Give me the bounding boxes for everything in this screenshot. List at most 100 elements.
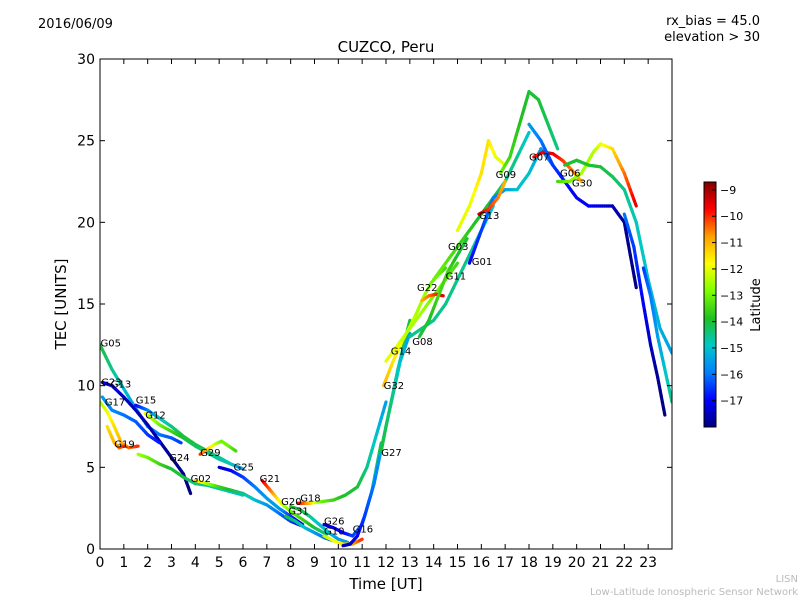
colorbar-tick-label: −11 — [720, 237, 743, 250]
series-G13b — [477, 179, 507, 216]
x-tick-label: 4 — [191, 555, 200, 571]
satellite-label: G07 — [529, 152, 549, 163]
series-G33 — [641, 266, 672, 404]
x-tick-label: 9 — [310, 555, 319, 571]
satellite-label: G10 — [324, 526, 344, 537]
series-segment — [374, 463, 380, 476]
satellite-label: G25 — [233, 463, 253, 474]
satellite-label: G26 — [324, 517, 344, 528]
x-tick-label: 15 — [449, 555, 467, 571]
x-tick-label: 6 — [239, 555, 248, 571]
satellite-label: G32 — [384, 381, 404, 392]
x-tick-label: 11 — [353, 555, 371, 571]
series-segment — [453, 261, 460, 268]
colorbar-tick-label: −9 — [720, 184, 736, 197]
series-segment — [638, 283, 644, 297]
x-tick-label: 19 — [544, 555, 562, 571]
series-segment — [635, 264, 641, 278]
series-segment — [525, 130, 531, 139]
x-tick-label: 20 — [568, 555, 586, 571]
series-segment — [662, 407, 667, 417]
series-G30 — [555, 142, 638, 208]
series-segment — [632, 275, 638, 290]
x-tick-label: 12 — [377, 555, 395, 571]
series-segment — [636, 230, 642, 243]
x-tick-label: 16 — [472, 555, 490, 571]
x-tick-label: 22 — [615, 555, 633, 571]
y-tick-label: 25 — [77, 134, 95, 150]
series-segment — [382, 400, 388, 410]
x-axis-label: Time [UT] — [348, 575, 422, 593]
series-segment — [634, 220, 640, 234]
series-G13 — [100, 380, 193, 496]
series-segment — [322, 531, 329, 536]
series-layer — [100, 90, 672, 548]
series-G23 — [100, 400, 140, 450]
y-tick-label: 20 — [77, 215, 95, 231]
footer-lisn: LISN — [775, 574, 798, 585]
series-segment — [640, 249, 646, 263]
series-G34 — [622, 212, 667, 417]
series-G28 — [563, 158, 672, 355]
series-G29 — [198, 439, 238, 456]
series-G18 — [296, 400, 388, 505]
satellite-label: G24 — [169, 453, 189, 464]
satellite-label: G08 — [412, 337, 432, 348]
satellite-label: G30 — [572, 178, 592, 189]
colorbar-tick-label: −17 — [720, 395, 743, 408]
x-tick-label: 5 — [215, 555, 224, 571]
colorbar-tick-label: −10 — [720, 210, 743, 223]
x-tick-label: 14 — [425, 555, 443, 571]
series-segment — [554, 143, 560, 151]
satellite-label: G22 — [417, 283, 437, 294]
satellite-label: G27 — [381, 448, 401, 459]
series-segment — [227, 461, 233, 466]
satellite-label: G17 — [105, 397, 125, 408]
series-segment — [644, 268, 650, 282]
x-tick-label: 23 — [639, 555, 657, 571]
plot-area — [100, 59, 672, 549]
series-segment — [624, 231, 630, 246]
x-tick-label: 17 — [496, 555, 514, 571]
series-segment — [638, 239, 644, 253]
series-segment — [187, 488, 193, 496]
satellite-label: G09 — [496, 170, 516, 181]
satellite-label: G20 — [281, 497, 301, 508]
chart-title: CUZCO, Peru — [338, 38, 435, 56]
satellite-label: G03 — [448, 242, 468, 253]
x-tick-label: 13 — [401, 555, 419, 571]
series-segment — [344, 540, 350, 545]
series-G06 — [527, 122, 638, 290]
series-segment — [640, 292, 646, 306]
series-segment — [502, 179, 507, 186]
series-G17 — [100, 395, 162, 445]
series-segment — [372, 472, 378, 486]
satellite-label: G12 — [145, 410, 165, 421]
series-segment — [632, 198, 638, 208]
satellite-label: G13 — [479, 211, 499, 222]
series-segment — [622, 220, 628, 235]
x-tick-label: 7 — [262, 555, 271, 571]
x-tick-label: 21 — [592, 555, 610, 571]
satellite-label: G05 — [100, 338, 120, 349]
x-tick-label: 18 — [520, 555, 538, 571]
satellite-label: G02 — [191, 474, 211, 485]
colorbar-tick-label: −14 — [720, 316, 743, 329]
date-label: 2016/06/09 — [38, 17, 113, 32]
series-segment — [578, 177, 584, 184]
x-tick-label: 0 — [96, 555, 105, 571]
satellite-label: G29 — [200, 448, 220, 459]
rx-bias-label: rx_bias = 45.0 — [666, 14, 760, 29]
colorbar-label: Latitude — [749, 278, 764, 332]
satellite-label: G31 — [288, 507, 308, 518]
series-G11 — [417, 237, 469, 339]
series-segment — [442, 266, 448, 271]
satellite-label: G11 — [446, 272, 466, 283]
y-tick-label: 10 — [77, 379, 95, 395]
satellite-label: G14 — [391, 347, 411, 358]
x-tick-label: 8 — [286, 555, 295, 571]
series-segment — [628, 253, 634, 268]
series-G12b — [455, 139, 507, 233]
x-tick-label: 10 — [329, 555, 347, 571]
